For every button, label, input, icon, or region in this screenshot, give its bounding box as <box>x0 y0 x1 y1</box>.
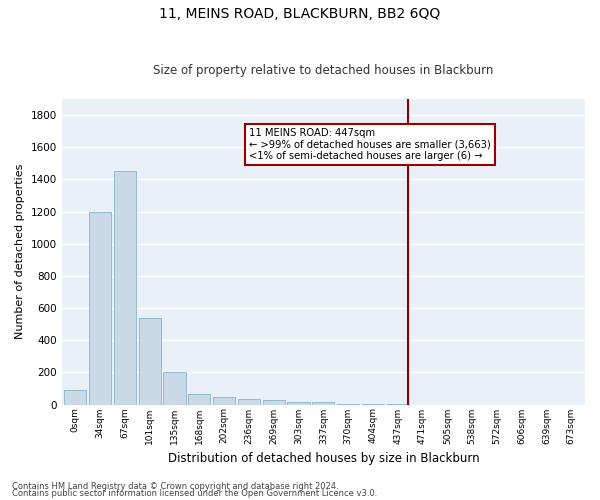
Bar <box>89 212 111 404</box>
Bar <box>238 399 260 404</box>
Text: 11, MEINS ROAD, BLACKBURN, BB2 6QQ: 11, MEINS ROAD, BLACKBURN, BB2 6QQ <box>160 8 440 22</box>
Bar <box>114 170 136 404</box>
Bar <box>287 402 310 404</box>
Text: Contains HM Land Registry data © Crown copyright and database right 2024.: Contains HM Land Registry data © Crown c… <box>12 482 338 491</box>
Bar <box>163 372 185 404</box>
Bar <box>139 318 161 404</box>
Bar <box>188 394 211 404</box>
X-axis label: Distribution of detached houses by size in Blackburn: Distribution of detached houses by size … <box>167 452 479 465</box>
Title: Size of property relative to detached houses in Blackburn: Size of property relative to detached ho… <box>153 64 494 77</box>
Y-axis label: Number of detached properties: Number of detached properties <box>15 164 25 340</box>
Bar <box>263 400 285 404</box>
Text: 11 MEINS ROAD: 447sqm
← >99% of detached houses are smaller (3,663)
<1% of semi-: 11 MEINS ROAD: 447sqm ← >99% of detached… <box>249 128 491 161</box>
Bar <box>312 402 334 404</box>
Bar <box>64 390 86 404</box>
Text: Contains public sector information licensed under the Open Government Licence v3: Contains public sector information licen… <box>12 490 377 498</box>
Bar <box>213 398 235 404</box>
